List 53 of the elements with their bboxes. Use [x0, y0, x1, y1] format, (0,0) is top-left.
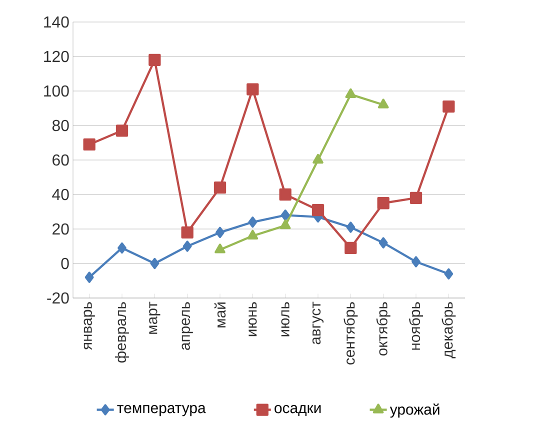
point: [216, 226, 224, 238]
point: [279, 188, 292, 201]
y-tick-label: 60: [52, 154, 69, 166]
point: [118, 242, 126, 254]
y-tick-label: 20: [52, 223, 69, 235]
point: [444, 268, 454, 280]
y-tick-label: 0: [61, 258, 69, 270]
point: [84, 272, 94, 283]
point: [116, 124, 128, 137]
point: [378, 98, 389, 108]
legend-label: урожай: [390, 403, 440, 418]
point: [377, 197, 390, 210]
x-tick-label: март: [149, 302, 160, 334]
y-tick-label: 40: [52, 188, 69, 200]
x-tick-label: август: [312, 302, 324, 344]
x-tick-label: июль: [281, 302, 290, 336]
point: [181, 226, 194, 239]
point: [346, 222, 356, 233]
x-tick-label: декабрь: [442, 302, 456, 358]
legend-label: температура: [117, 405, 206, 416]
point: [246, 83, 259, 96]
point: [378, 237, 388, 248]
x-tick-label: июнь: [248, 302, 257, 336]
x-tick-label: май: [214, 302, 226, 328]
point: [214, 244, 226, 254]
point: [248, 216, 258, 228]
x-tick-label: январь: [84, 302, 95, 350]
point: [412, 256, 420, 268]
point: [312, 204, 324, 216]
legend-label: осадки: [274, 405, 321, 416]
point: [150, 258, 160, 270]
x-tick-label: апрель: [182, 302, 193, 350]
point: [312, 154, 324, 164]
x-tick-label: октябрь: [376, 302, 390, 356]
x-tick-label: сентябрь: [344, 302, 358, 365]
point: [83, 138, 96, 151]
y-tick-label: 120: [44, 50, 69, 62]
x-tick-label: ноябрь: [408, 302, 424, 350]
point: [148, 54, 161, 66]
point: [345, 88, 356, 98]
point: [182, 240, 192, 252]
point: [442, 100, 455, 113]
y-tick-label: -20: [47, 292, 69, 304]
point: [280, 219, 291, 230]
x-tick-label: февраль: [115, 302, 129, 363]
point: [214, 182, 226, 194]
point: [247, 230, 258, 240]
y-tick-label: 100: [44, 85, 69, 97]
y-tick-label: 140: [44, 16, 69, 28]
point: [280, 210, 290, 221]
point: [410, 192, 422, 204]
y-tick-label: 80: [52, 120, 69, 132]
point: [344, 242, 357, 254]
